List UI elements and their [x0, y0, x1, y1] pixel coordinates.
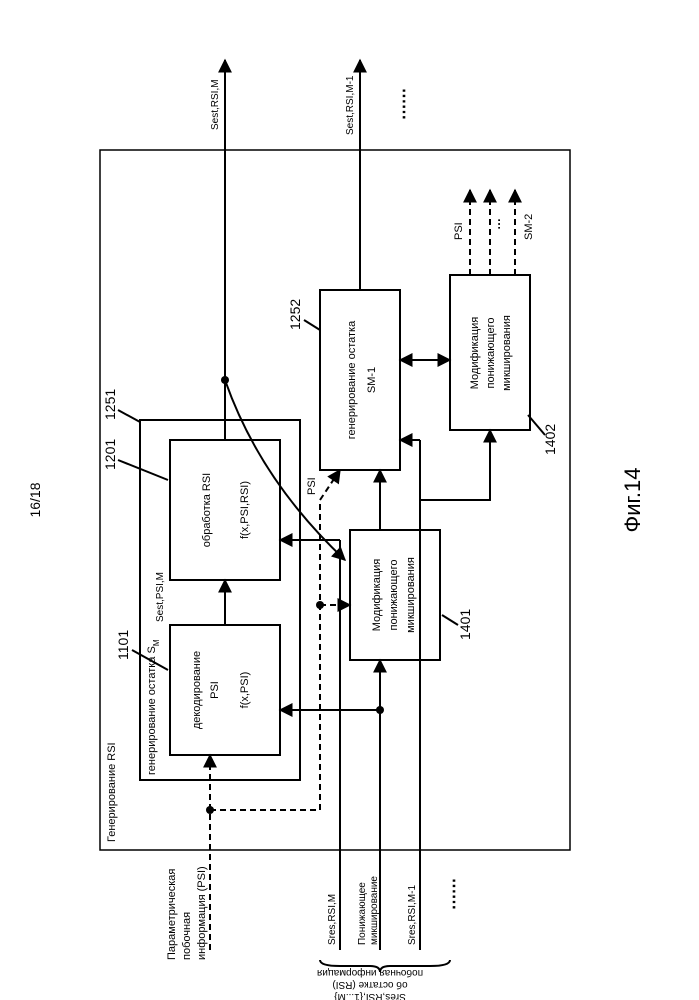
mod-dm2-l2: понижающего	[485, 318, 497, 389]
psi-junction2	[316, 601, 324, 609]
mod-dm2-l3: микширования	[501, 315, 513, 391]
mod-dm1-l3: микширования	[405, 557, 417, 633]
mod1-to-mod2	[420, 430, 490, 530]
mod-dm2-l1: Модификация	[469, 317, 481, 390]
out-mid-dots: …	[489, 218, 503, 230]
out-psi-label: PSI	[453, 222, 465, 240]
psi-input-l2: побочная	[181, 912, 193, 960]
rsi-proc-l1: обработка RSI	[201, 473, 213, 547]
ref-1402: 1402	[542, 424, 558, 455]
psi-decode-l2: PSI	[209, 681, 221, 699]
psi-to-genm1	[320, 470, 340, 500]
gen-m1-l2: SM-1	[366, 367, 378, 393]
gen-m1-l1: генерирование остатка	[346, 320, 358, 439]
ref-1252: 1252	[287, 299, 303, 330]
rsi-side-l1: побочная информация	[317, 967, 423, 979]
lead-1251	[118, 410, 140, 422]
ref-1251: 1251	[102, 389, 118, 420]
mod-dm1-l2: понижающего	[388, 560, 400, 631]
rsi-side-l3: Sres,RSI,{1...M}	[333, 991, 405, 1000]
out-sestm-label: Sest,RSI,M	[210, 79, 221, 130]
psi-inline: PSI	[306, 477, 318, 495]
output-ellipsis: ‥‥‥	[392, 88, 409, 120]
psi-branch-h	[210, 500, 320, 810]
junction-downmix	[376, 706, 384, 714]
input-ellipsis: ‥‥‥	[442, 878, 459, 910]
mid-label: Sest,PSI,M	[155, 572, 166, 622]
diagram-canvas: 16/18 Генерирование RSI генерирование ос…	[0, 0, 699, 1000]
downmix-label2: микширование	[369, 876, 380, 945]
sresm-label: Sres,RSI,M	[327, 894, 338, 945]
ref-1201: 1201	[102, 439, 118, 470]
ref-1101: 1101	[115, 630, 131, 660]
rsi-side-l2: об остатке (RSI)	[332, 979, 407, 991]
lead-1252	[304, 320, 320, 330]
ref-1401: 1401	[457, 609, 473, 640]
page-header: 16/18	[27, 482, 43, 517]
out-sm2-label: SM-2	[523, 214, 535, 240]
rsi-proc-l2: f(x,PSI,RSI)	[239, 481, 251, 539]
gen-m1-box	[320, 290, 400, 470]
mod-dm1-l1: Модификация	[371, 559, 383, 632]
psi-decode-box	[170, 625, 280, 755]
outer-title: Генерирование RSI	[106, 742, 118, 842]
figure-caption: Фиг.14	[620, 468, 645, 533]
lead-1401	[442, 615, 458, 625]
psi-decode-l1: декодирование	[191, 651, 203, 729]
out-sestm1-label: Sest,RSI,M-1	[345, 75, 356, 135]
lead-1201	[118, 460, 168, 480]
downmix-label1: Понижающее	[357, 882, 368, 945]
psi-input-l1: Параметрическая	[166, 869, 178, 960]
psi-input-l3: информация (PSI)	[196, 866, 208, 960]
sresm1-label: Sres,RSI,M-1	[407, 885, 418, 945]
psi-decode-l3: f(x,PSI)	[239, 672, 251, 709]
